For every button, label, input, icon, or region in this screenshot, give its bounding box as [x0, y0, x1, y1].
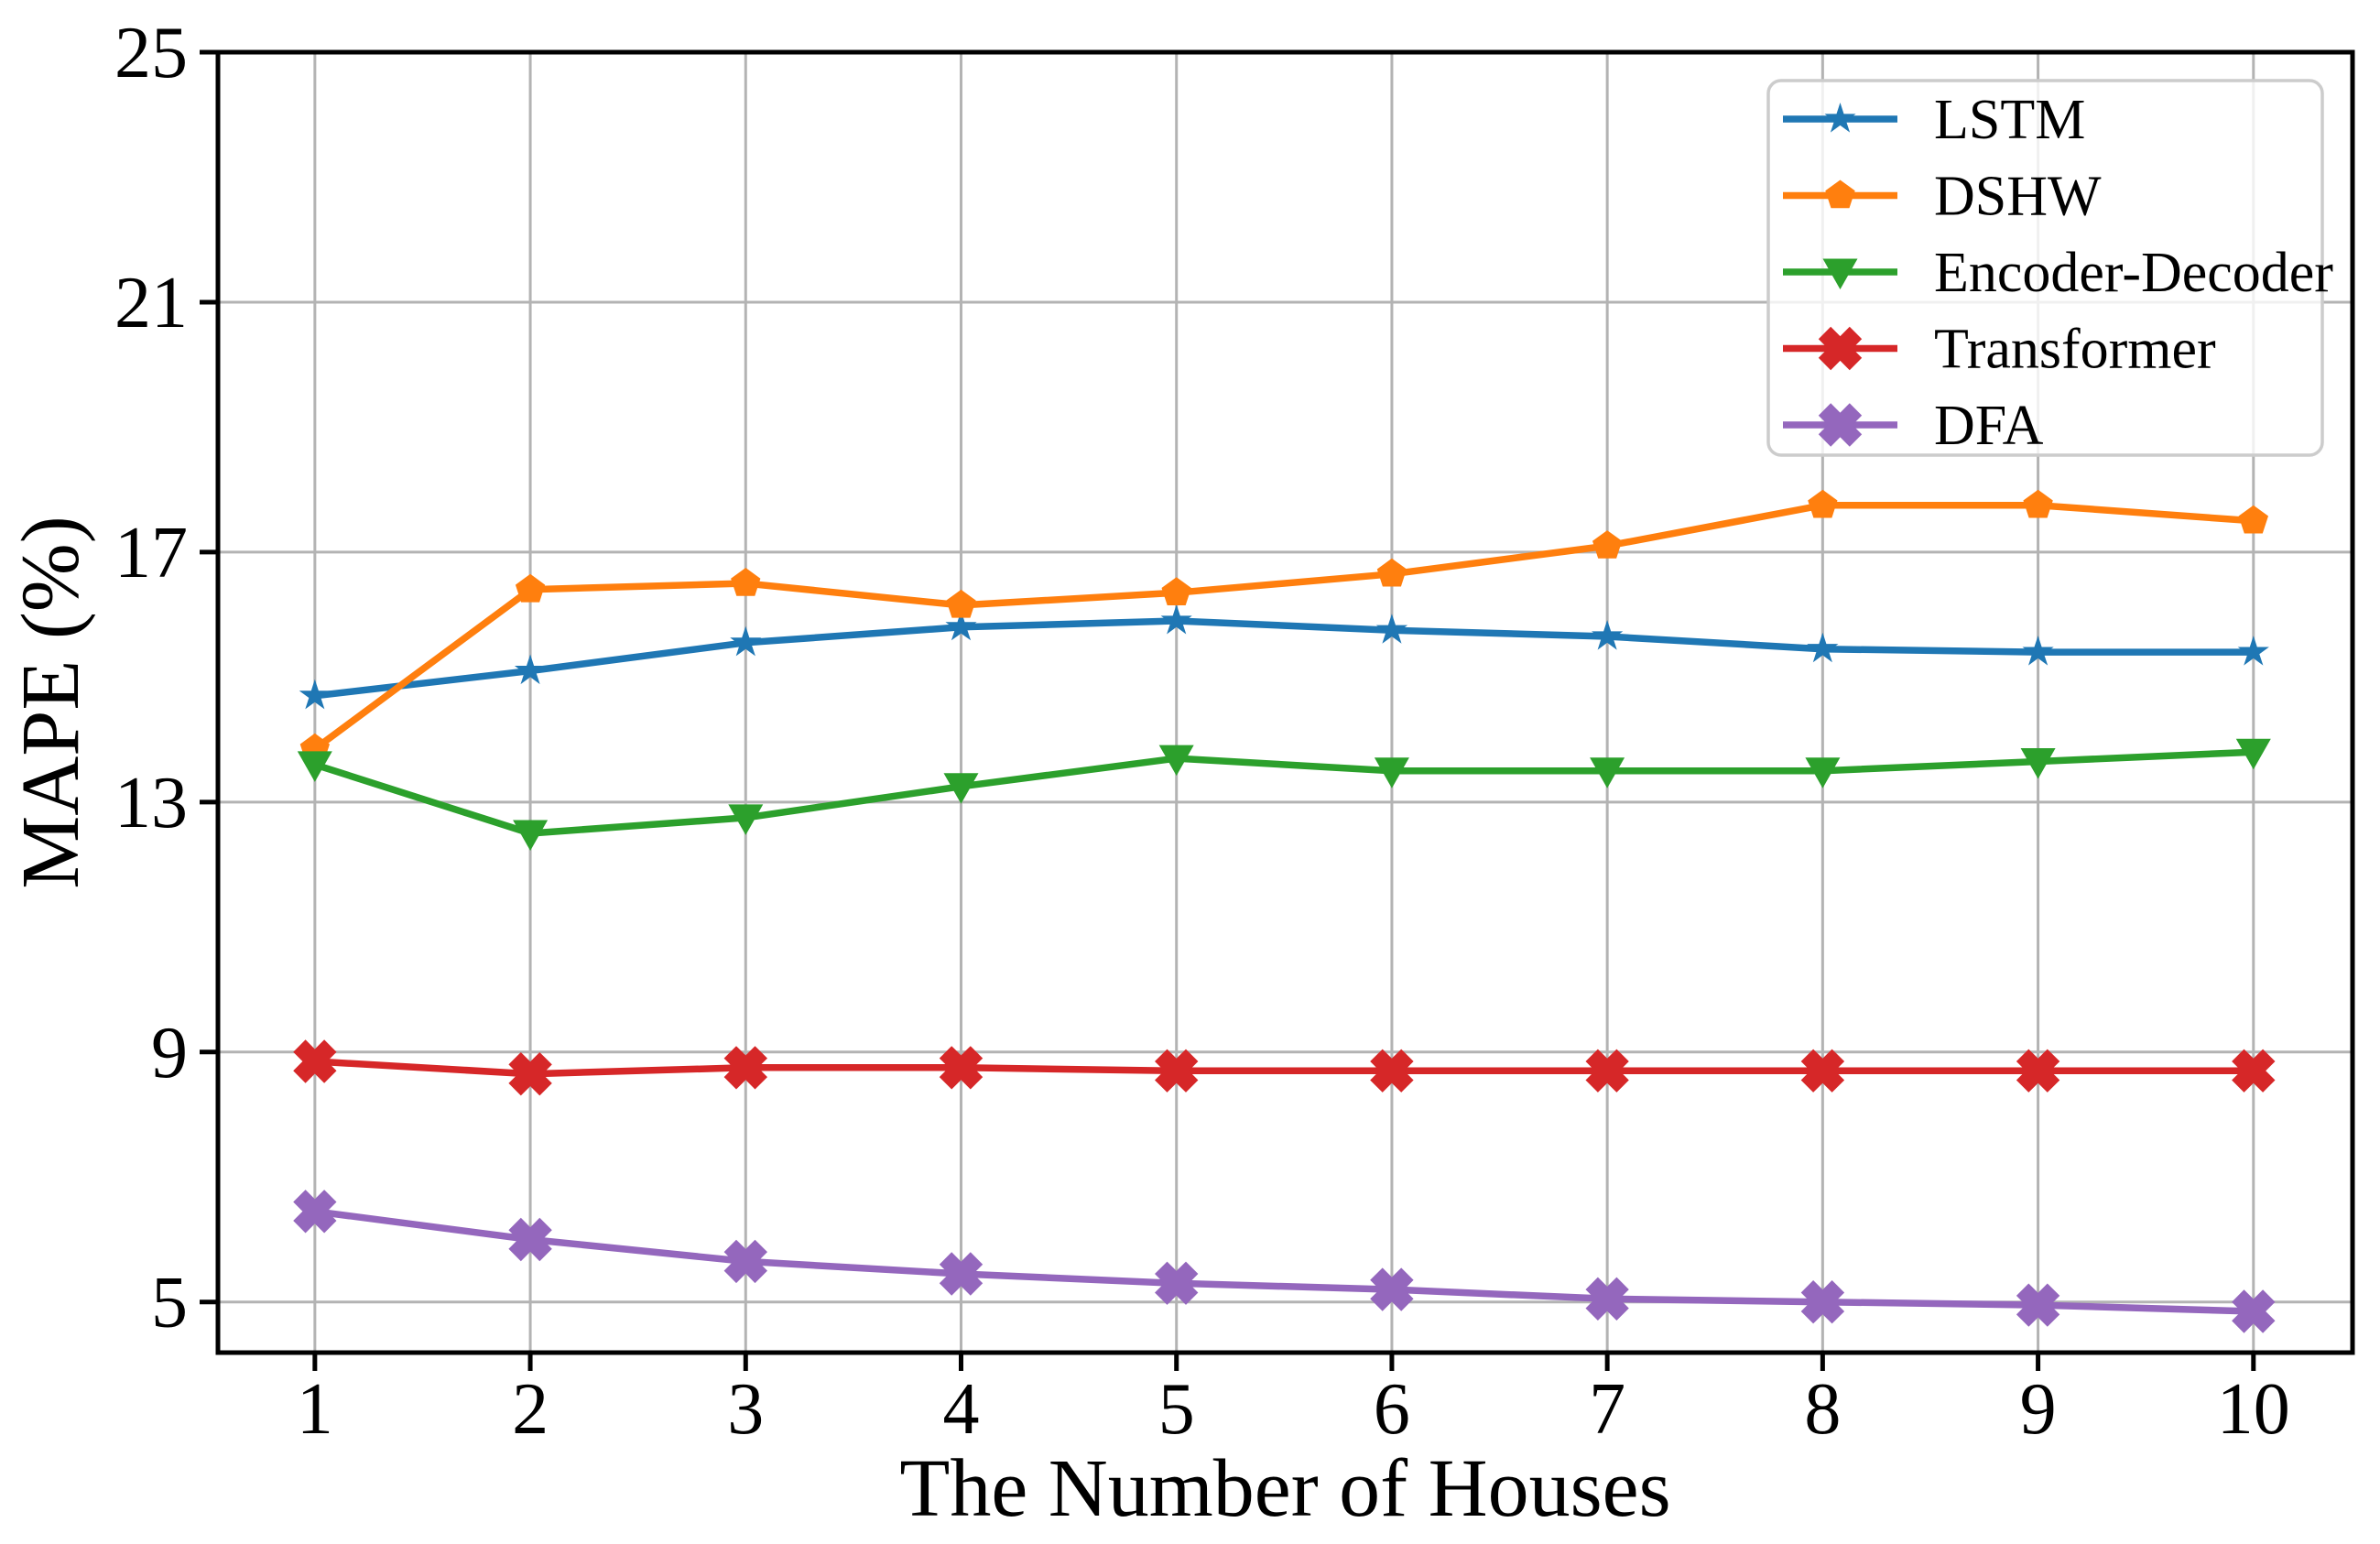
marker-Transformer-3 — [723, 1046, 767, 1090]
legend-label-DFA: DFA — [1934, 395, 2044, 457]
legend-marker-DFA — [1818, 403, 1863, 447]
legend-label-Transformer: Transformer — [1934, 319, 2216, 381]
marker-LSTM-7 — [1592, 620, 1624, 650]
marker-Transformer-10 — [2232, 1049, 2276, 1093]
plot-border — [215, 49, 2355, 1355]
marker-LSTM-5 — [1160, 604, 1192, 635]
legend-label-DSHW: DSHW — [1934, 166, 2102, 228]
marker-DFA-1 — [293, 1190, 337, 1234]
x-tick-label-10: 10 — [2217, 1369, 2290, 1450]
legend-label-LSTM: LSTM — [1934, 89, 2085, 151]
series-line-DFA — [311, 1208, 2257, 1315]
y-axis-label: MAPE (%) — [5, 516, 96, 888]
x-tick-label-1: 1 — [297, 1369, 333, 1450]
marker-LSTM-3 — [730, 625, 762, 657]
marker-Transformer-8 — [1800, 1049, 1845, 1093]
marker-DSHW-7 — [1592, 530, 1623, 559]
marker-DFA-2 — [508, 1217, 552, 1262]
marker-DFA-5 — [1155, 1261, 1199, 1305]
marker-DSHW-10 — [2238, 505, 2268, 534]
legend-marker-Transformer — [1818, 326, 1863, 371]
marker-DSHW-8 — [1808, 489, 1838, 518]
y-tick-label-5: 5 — [151, 1263, 188, 1343]
marker-LSTM-1 — [299, 679, 331, 710]
marker-Encoder-Decoder-7 — [1590, 757, 1625, 788]
marker-DFA-7 — [1585, 1277, 1629, 1321]
marker-Encoder-Decoder-4 — [943, 773, 979, 804]
legend-box — [1766, 79, 2324, 457]
x-tick-label-9: 9 — [2020, 1369, 2057, 1450]
x-tick-label-6: 6 — [1374, 1369, 1410, 1450]
legend-marker-Encoder-Decoder — [1822, 258, 1858, 289]
marker-DSHW-4 — [946, 589, 976, 618]
y-tick-label-25: 25 — [114, 13, 188, 93]
marker-Transformer-6 — [1370, 1049, 1414, 1093]
marker-Encoder-Decoder-6 — [1374, 757, 1409, 788]
marker-DFA-10 — [2232, 1289, 2276, 1333]
x-tick-label-4: 4 — [942, 1369, 979, 1450]
x-tick-label-8: 8 — [1804, 1369, 1841, 1450]
y-tick-label-21: 21 — [114, 263, 188, 343]
series-line-Transformer — [311, 1058, 2257, 1078]
marker-Encoder-Decoder-9 — [2020, 748, 2056, 779]
marker-Transformer-4 — [939, 1046, 984, 1090]
marker-LSTM-8 — [1807, 632, 1839, 663]
marker-LSTM-10 — [2237, 636, 2269, 666]
marker-DFA-9 — [2016, 1283, 2060, 1327]
marker-Encoder-Decoder-1 — [297, 751, 332, 782]
marker-LSTM-4 — [945, 610, 977, 641]
legend-label-Encoder-Decoder: Encoder-Decoder — [1934, 242, 2333, 304]
marker-DFA-6 — [1370, 1267, 1414, 1311]
marker-Transformer-9 — [2016, 1049, 2060, 1093]
marker-LSTM-9 — [2022, 636, 2054, 666]
marker-DSHW-2 — [515, 573, 546, 603]
marker-LSTM-6 — [1375, 614, 1408, 644]
x-tick-label-3: 3 — [727, 1369, 764, 1450]
marker-Encoder-Decoder-5 — [1158, 745, 1194, 777]
x-tick-label-7: 7 — [1589, 1369, 1625, 1450]
y-tick-label-13: 13 — [114, 763, 188, 843]
marker-DSHW-3 — [731, 568, 761, 596]
marker-DSHW-5 — [1161, 577, 1191, 605]
marker-Encoder-Decoder-2 — [513, 820, 549, 851]
marker-Encoder-Decoder-3 — [728, 804, 764, 835]
series-line-LSTM — [311, 617, 2257, 700]
y-tick-label-17: 17 — [114, 513, 188, 593]
marker-Transformer-7 — [1585, 1049, 1629, 1093]
marker-DFA-3 — [723, 1239, 767, 1284]
marker-Transformer-1 — [293, 1039, 337, 1083]
marker-Encoder-Decoder-10 — [2235, 738, 2271, 770]
marker-Transformer-5 — [1155, 1049, 1199, 1093]
legend-marker-DSHW — [1825, 179, 1855, 209]
y-tick-label-9: 9 — [151, 1013, 188, 1093]
series-line-Encoder-Decoder — [311, 748, 2257, 837]
marker-Encoder-Decoder-8 — [1805, 757, 1841, 788]
x-tick-label-2: 2 — [512, 1369, 549, 1450]
marker-DFA-8 — [1800, 1280, 1845, 1324]
marker-DSHW-9 — [2023, 489, 2053, 518]
marker-LSTM-2 — [514, 654, 547, 685]
marker-DSHW-6 — [1376, 558, 1407, 587]
x-tick-label-5: 5 — [1158, 1369, 1195, 1450]
series-line-DSHW — [311, 501, 2257, 753]
x-axis-label: The Number of Houses — [899, 1443, 1670, 1534]
legend-marker-LSTM — [1824, 103, 1856, 133]
marker-Transformer-2 — [508, 1052, 552, 1096]
marker-DFA-4 — [939, 1252, 984, 1296]
